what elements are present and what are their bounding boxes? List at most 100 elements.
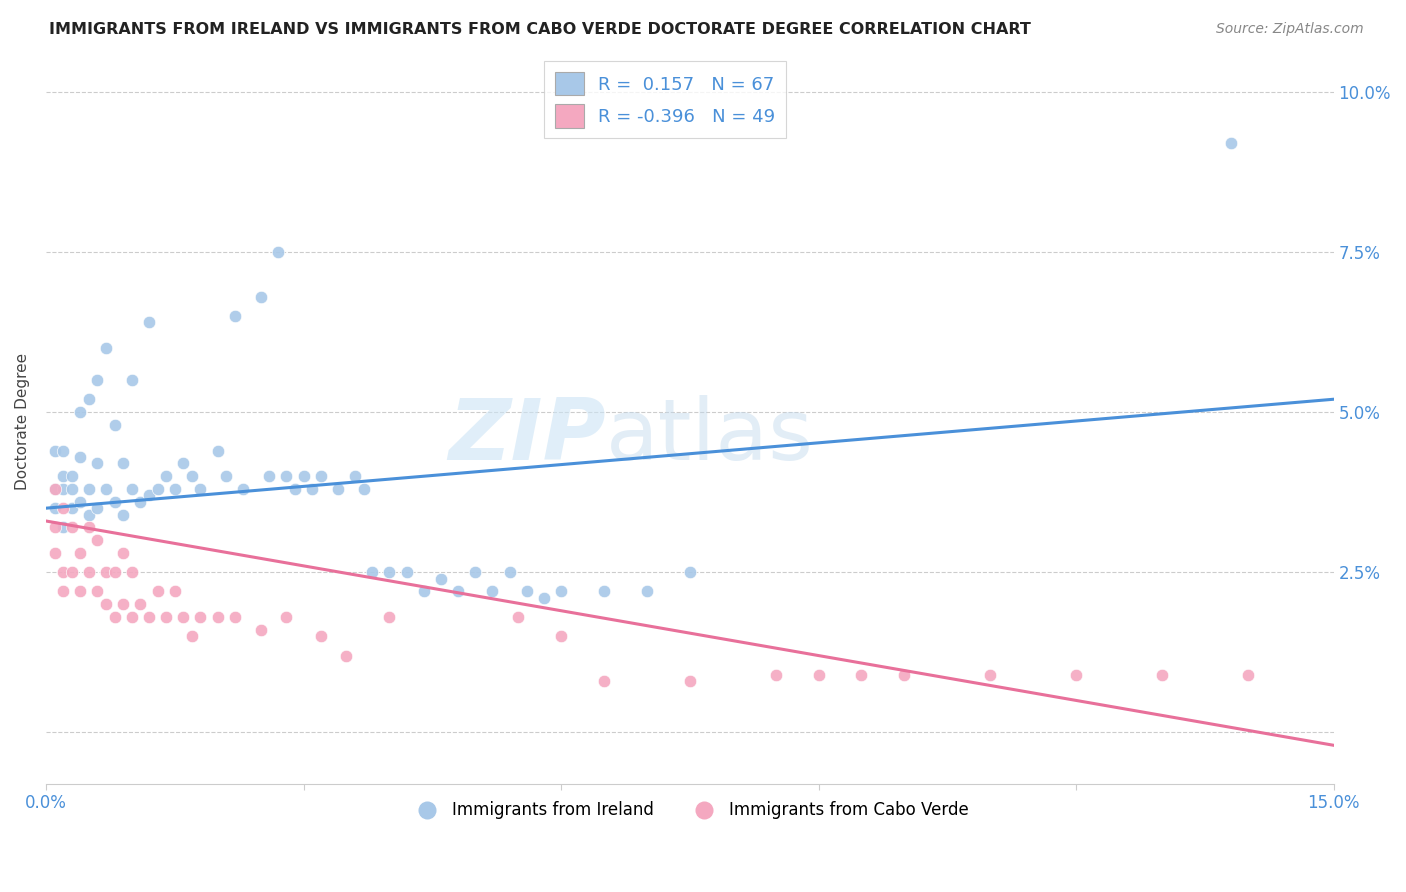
Point: [104, 495, 127, 509]
Point: [121, 610, 143, 624]
Point: [326, 482, 349, 496]
Point: [77, 392, 100, 407]
Point: [533, 591, 555, 605]
Point: [679, 566, 702, 580]
Point: [851, 667, 873, 681]
Point: [309, 629, 332, 643]
Point: [498, 566, 520, 580]
Point: [86, 584, 108, 599]
Point: [550, 629, 572, 643]
Point: [172, 610, 194, 624]
Point: [86, 533, 108, 548]
Point: [190, 482, 212, 496]
Point: [146, 584, 169, 599]
Point: [129, 495, 152, 509]
Point: [412, 584, 434, 599]
Point: [224, 610, 246, 624]
Point: [94, 482, 117, 496]
Point: [104, 417, 127, 432]
Point: [121, 373, 143, 387]
Point: [94, 597, 117, 611]
Point: [121, 566, 143, 580]
Point: [207, 610, 229, 624]
Point: [893, 667, 915, 681]
Point: [508, 610, 530, 624]
Point: [44, 443, 66, 458]
Point: [77, 508, 100, 522]
Point: [155, 610, 177, 624]
Point: [69, 450, 91, 464]
Point: [550, 584, 572, 599]
Point: [207, 443, 229, 458]
Point: [69, 584, 91, 599]
Point: [636, 584, 658, 599]
Point: [52, 482, 75, 496]
Point: [69, 495, 91, 509]
Point: [378, 566, 401, 580]
Point: [215, 469, 238, 483]
Point: [481, 584, 503, 599]
Point: [979, 667, 1001, 681]
Point: [112, 508, 135, 522]
Point: [807, 667, 830, 681]
Point: [69, 405, 91, 419]
Point: [112, 546, 135, 560]
Point: [94, 341, 117, 355]
Point: [1064, 667, 1087, 681]
Legend: Immigrants from Ireland, Immigrants from Cabo Verde: Immigrants from Ireland, Immigrants from…: [404, 795, 976, 826]
Point: [146, 482, 169, 496]
Point: [180, 629, 202, 643]
Point: [52, 566, 75, 580]
Y-axis label: Doctorate Degree: Doctorate Degree: [15, 353, 30, 491]
Point: [284, 482, 307, 496]
Point: [335, 648, 357, 663]
Point: [86, 373, 108, 387]
Point: [593, 584, 616, 599]
Point: [112, 597, 135, 611]
Point: [52, 443, 75, 458]
Point: [679, 674, 702, 689]
Point: [353, 482, 375, 496]
Point: [593, 674, 616, 689]
Point: [104, 610, 127, 624]
Point: [276, 469, 298, 483]
Text: Source: ZipAtlas.com: Source: ZipAtlas.com: [1216, 22, 1364, 37]
Point: [44, 520, 66, 534]
Point: [232, 482, 254, 496]
Point: [343, 469, 366, 483]
Point: [44, 501, 66, 516]
Point: [60, 520, 83, 534]
Point: [52, 469, 75, 483]
Point: [60, 482, 83, 496]
Point: [155, 469, 177, 483]
Point: [112, 456, 135, 470]
Point: [395, 566, 418, 580]
Point: [52, 584, 75, 599]
Point: [309, 469, 332, 483]
Point: [361, 566, 384, 580]
Point: [163, 482, 186, 496]
Point: [121, 482, 143, 496]
Point: [60, 566, 83, 580]
Point: [249, 290, 271, 304]
Point: [180, 469, 202, 483]
Point: [464, 566, 486, 580]
Text: IMMIGRANTS FROM IRELAND VS IMMIGRANTS FROM CABO VERDE DOCTORATE DEGREE CORRELATI: IMMIGRANTS FROM IRELAND VS IMMIGRANTS FR…: [49, 22, 1031, 37]
Point: [86, 501, 108, 516]
Point: [257, 469, 280, 483]
Point: [94, 566, 117, 580]
Text: ZIP: ZIP: [449, 394, 606, 477]
Point: [77, 482, 100, 496]
Point: [86, 456, 108, 470]
Point: [69, 546, 91, 560]
Point: [77, 566, 100, 580]
Point: [1219, 136, 1241, 150]
Point: [447, 584, 470, 599]
Point: [44, 482, 66, 496]
Point: [163, 584, 186, 599]
Point: [138, 610, 160, 624]
Point: [276, 610, 298, 624]
Point: [1236, 667, 1258, 681]
Point: [52, 520, 75, 534]
Point: [138, 488, 160, 502]
